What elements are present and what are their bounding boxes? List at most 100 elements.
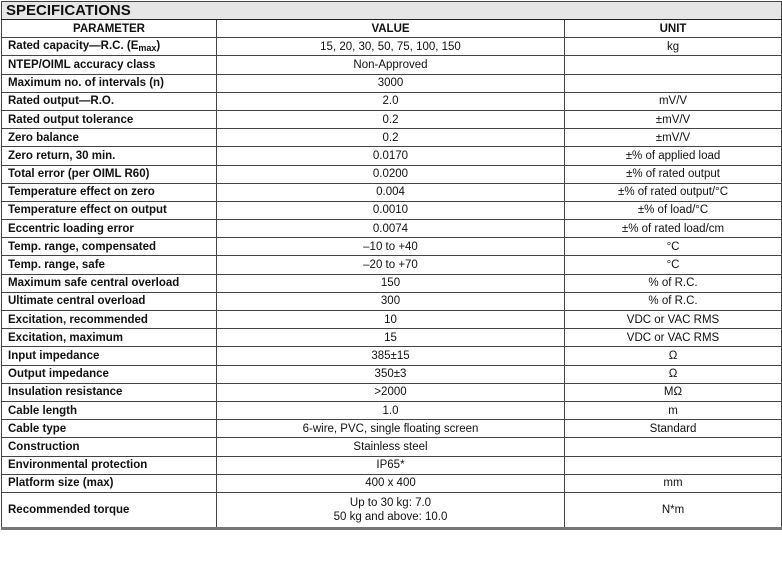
param-subscript: max — [138, 42, 157, 53]
row-parameter: Insulation resistance — [1, 382, 217, 402]
row-unit: % of R.C. — [563, 273, 782, 293]
row-parameter: Maximum safe central overload — [1, 273, 217, 293]
row-unit — [563, 73, 782, 93]
row-parameter: Platform size (max) — [1, 473, 217, 493]
header-row: PARAMETER VALUE UNIT — [1, 18, 782, 39]
row-value: Stainless steel — [216, 437, 565, 457]
row-value: 350±3 — [216, 364, 565, 384]
table-row: NTEP/OIML accuracy class Non-Approved — [1, 55, 782, 75]
row-value: 0.0010 — [216, 200, 565, 221]
table-row: Total error (per OIML R60) 0.0200 ±% of ra… — [1, 164, 782, 184]
param-suffix: ) — [156, 39, 161, 52]
row-unit: mm — [563, 473, 782, 493]
row-value: 300 — [216, 291, 565, 312]
row-value: Non-Approved — [216, 55, 565, 75]
table-row: Rated output—R.O. 2.0 mV/V — [1, 91, 782, 111]
table-row: Maximum safe central overload 150% of R.C… — [1, 273, 782, 293]
row-value: 2.0 — [216, 91, 565, 111]
row-unit: VDC or VAC RMS — [563, 328, 782, 348]
table-row: Excitation, maximum 15 VDC or VAC RMS — [1, 328, 782, 348]
table-row: Environmental protection IP65* — [1, 455, 782, 475]
row-unit: VDC or VAC RMS — [563, 309, 782, 330]
table-row: Ultimate central overload 300% of R.C. — [1, 291, 782, 312]
row-parameter: Recommended torque — [1, 491, 217, 530]
row-value: 10 — [216, 309, 565, 330]
row-value: 0.2 — [216, 109, 565, 130]
row-parameter: Eccentric loading error — [1, 219, 217, 239]
row-parameter: Total error (per OIML R60) — [1, 164, 217, 184]
table-row: Zero balance 0.2 ±mV/V — [1, 128, 782, 148]
table-row: Rated output tolerance 0.2 ±mV/V — [1, 109, 782, 130]
row-parameter: Rated capacity—R.C. (Emax) — [1, 37, 217, 57]
header-value: VALUE — [216, 18, 565, 39]
row-unit: ±% of rated output — [563, 164, 782, 184]
row-value: Up to 30 kg: 7.0 50 kg and above: 10.0 — [216, 491, 565, 530]
table-row: Input impedance 385±15 Ω — [1, 346, 782, 366]
row-parameter: Temperature effect on zero — [1, 182, 217, 202]
table-row: Maximum no. of intervals (n) 3000 — [1, 73, 782, 93]
table-row: Eccentric loading error 0.0074 ±% of rated… — [1, 219, 782, 239]
row-value: 400 x 400 — [216, 473, 565, 493]
row-parameter: Rated output—R.O. — [1, 91, 217, 111]
row-parameter: NTEP/OIML accuracy class — [1, 55, 217, 75]
table-row: Temp. range, compensated –10 to +40 °C — [1, 237, 782, 257]
table-row: Cable type 6-wire, PVC, single floating s… — [1, 419, 782, 439]
row-parameter: Temp. range, compensated — [1, 237, 217, 257]
row-parameter: Input impedance — [1, 346, 217, 366]
row-unit: % of R.C. — [563, 291, 782, 312]
row-unit: ±% of load/°C — [563, 200, 782, 221]
table-row: Excitation, recommended 10 VDC or VAC RMS — [1, 309, 782, 330]
row-unit: kg — [563, 37, 782, 57]
row-parameter: Cable length — [1, 400, 217, 421]
row-value: >2000 — [216, 382, 565, 402]
row-parameter: Environmental protection — [1, 455, 217, 475]
row-parameter: Ultimate central overload — [1, 291, 217, 312]
table-row: Temperature effect on output 0.0010 ±% of … — [1, 200, 782, 221]
table-row: Insulation resistance >2000 MΩ — [1, 382, 782, 402]
row-unit — [563, 437, 782, 457]
row-parameter: Construction — [1, 437, 217, 457]
row-value: 0.0074 — [216, 219, 565, 239]
table-row-torque: Recommended torque Up to 30 kg: 7.0 50 kg … — [1, 491, 782, 530]
row-value: 385±15 — [216, 346, 565, 366]
table-row: Zero return, 30 min. 0.0170 ±% of applied … — [1, 146, 782, 166]
row-unit: Standard — [563, 419, 782, 439]
row-unit: MΩ — [563, 382, 782, 402]
row-value: 0.2 — [216, 128, 565, 148]
row-value: 0.0200 — [216, 164, 565, 184]
row-parameter: Maximum no. of intervals (n) — [1, 73, 217, 93]
row-unit: ±mV/V — [563, 109, 782, 130]
row-parameter: Excitation, recommended — [1, 309, 217, 330]
row-unit: ±% of rated output/°C — [563, 182, 782, 202]
row-value: 15, 20, 30, 50, 75, 100, 150 — [216, 37, 565, 57]
header-parameter: PARAMETER — [1, 18, 217, 39]
row-value: 3000 — [216, 73, 565, 93]
row-unit: ±% of rated load/cm — [563, 219, 782, 239]
row-value: 150 — [216, 273, 565, 293]
row-parameter: Output impedance — [1, 364, 217, 384]
row-value: 15 — [216, 328, 565, 348]
specifications-table: SPECIFICATIONS PARAMETER VALUE UNIT Rate… — [0, 1, 782, 530]
table-row: Output impedance 350±3 Ω — [1, 364, 782, 384]
row-unit: Ω — [563, 364, 782, 384]
row-parameter: Temperature effect on output — [1, 200, 217, 221]
table-row: Temp. range, safe –20 to +70 °C — [1, 255, 782, 275]
row-parameter: Zero return, 30 min. — [1, 146, 217, 166]
row-value: 0.004 — [216, 182, 565, 202]
row-unit: ±% of applied load — [563, 146, 782, 166]
row-unit: °C — [563, 255, 782, 275]
torque-value-line: Up to 30 kg: 7.0 — [349, 496, 432, 509]
row-value: IP65* — [216, 455, 565, 475]
row-value: 0.0170 — [216, 146, 565, 166]
row-value: 6-wire, PVC, single floating screen — [216, 419, 565, 439]
row-unit: Ω — [563, 346, 782, 366]
table-title: SPECIFICATIONS — [0, 1, 782, 20]
row-value: 1.0 — [216, 400, 565, 421]
row-parameter: Rated output tolerance — [1, 109, 217, 130]
row-unit — [563, 55, 782, 75]
table-row: Platform size (max) 400 x 400 mm — [1, 473, 782, 493]
param-text: Rated capacity—R.C. (E — [8, 39, 139, 52]
table-row: Construction Stainless steel — [1, 437, 782, 457]
title-row: SPECIFICATIONS — [0, 1, 782, 20]
row-parameter: Temp. range, safe — [1, 255, 217, 275]
